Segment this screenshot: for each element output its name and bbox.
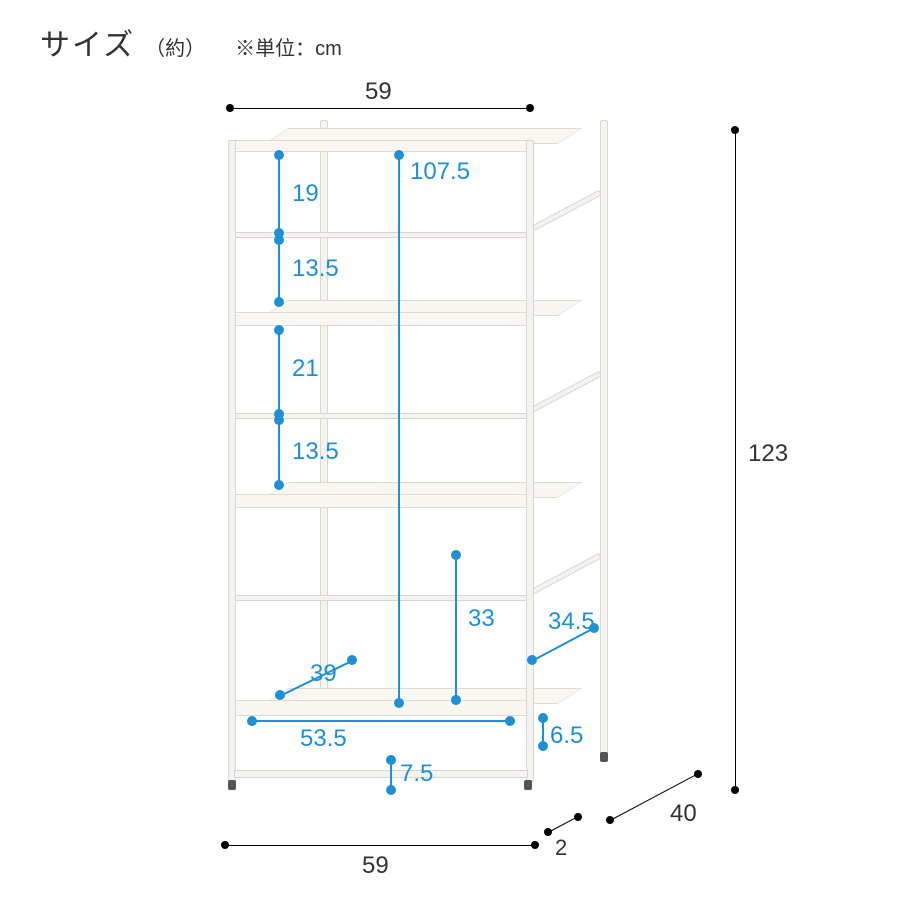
title-row: サイズ （約） ※単位：cm bbox=[40, 20, 342, 64]
label-gap-13a: 13.5 bbox=[292, 255, 339, 283]
dim-gap-13a bbox=[278, 240, 280, 302]
dim-gap-19 bbox=[278, 155, 280, 233]
dim-53_5 bbox=[252, 720, 510, 722]
title-unit: ※単位：cm bbox=[235, 32, 342, 61]
title-sub: （約） bbox=[145, 32, 205, 61]
dot-interior-full-top bbox=[394, 150, 404, 160]
label-depth: 40 bbox=[670, 800, 697, 828]
panel-2-front bbox=[230, 312, 532, 326]
label-53_5: 53.5 bbox=[300, 725, 347, 753]
rail-2-back bbox=[527, 371, 602, 415]
dim-bottom-width bbox=[225, 845, 535, 846]
dim-gap-21 bbox=[278, 330, 280, 414]
label-interior-full: 107.5 bbox=[410, 158, 470, 186]
rail-3 bbox=[234, 595, 528, 601]
dim-33 bbox=[455, 555, 457, 700]
rail-1-back bbox=[527, 190, 602, 234]
frame-back-right bbox=[600, 120, 608, 757]
label-right-height: 123 bbox=[748, 440, 788, 468]
dim-right-height bbox=[735, 130, 736, 790]
label-bottom-width: 59 bbox=[362, 852, 389, 880]
foot-front-left bbox=[228, 780, 236, 790]
label-gap-19: 19 bbox=[292, 180, 319, 208]
label-7_5: 7.5 bbox=[400, 760, 433, 788]
diagram-stage: サイズ （約） ※単位：cm bbox=[0, 0, 900, 900]
title-main: サイズ bbox=[40, 20, 135, 64]
label-34_5: 34.5 bbox=[548, 608, 595, 636]
rail-3-back bbox=[527, 553, 602, 597]
panel-bottom-front bbox=[230, 700, 532, 716]
panel-3-front bbox=[230, 494, 532, 508]
label-gap-21: 21 bbox=[292, 355, 319, 383]
dim-gap-13b bbox=[278, 420, 280, 485]
foot-back-right bbox=[600, 752, 608, 762]
label-depth-offset: 2 bbox=[555, 835, 567, 861]
foot-front-right bbox=[524, 780, 532, 790]
frame-front-right bbox=[526, 140, 534, 782]
bottom-crossbar bbox=[234, 770, 528, 778]
label-top-width: 59 bbox=[365, 78, 392, 106]
dim-top-width bbox=[230, 108, 530, 109]
dim-interior-full bbox=[398, 155, 400, 703]
dot-interior-full-bot bbox=[394, 698, 404, 708]
label-33: 33 bbox=[468, 605, 495, 633]
label-gap-13b: 13.5 bbox=[292, 438, 339, 466]
label-6_5: 6.5 bbox=[550, 722, 583, 750]
frame-front-left bbox=[228, 140, 236, 782]
